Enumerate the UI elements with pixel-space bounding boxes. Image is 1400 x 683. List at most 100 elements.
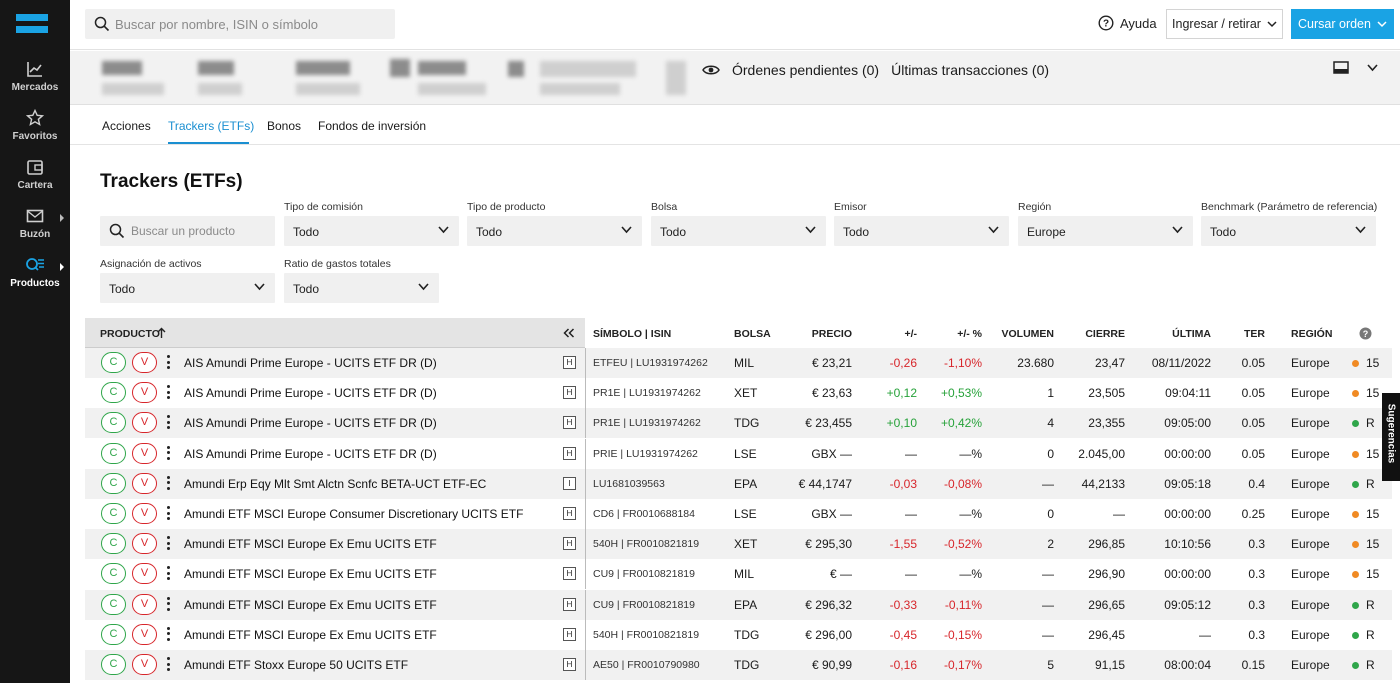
buy-button[interactable]: C — [101, 472, 126, 494]
product-name[interactable]: Amundi ETF MSCI Europe Ex Emu UCITS ETF — [184, 537, 437, 552]
column-header-price[interactable]: PRECIO — [811, 328, 852, 340]
column-header-region[interactable]: REGIÓN — [1291, 328, 1333, 340]
product-column-header[interactable]: PRODUCTO — [85, 318, 585, 348]
more-options-icon[interactable] — [167, 566, 171, 582]
layout-icon[interactable] — [1333, 61, 1349, 75]
table-row[interactable]: C V Amundi ETF MSCI Europe Ex Emu UCITS ET… — [85, 529, 1392, 560]
exchange-select[interactable]: Todo — [651, 216, 826, 246]
pending-orders-link[interactable]: Órdenes pendientes (0) — [732, 62, 880, 78]
global-search-input[interactable] — [115, 9, 385, 39]
product-name[interactable]: AIS Amundi Prime Europe - UCITS ETF DR (… — [184, 446, 437, 461]
column-header-volume[interactable]: VOLUMEN — [1001, 328, 1055, 340]
table-row[interactable]: C V Amundi ETF MSCI Europe Ex Emu UCITS ET… — [85, 559, 1392, 590]
product-name[interactable]: Amundi ETF MSCI Europe Consumer Discreti… — [184, 507, 524, 521]
table-row[interactable]: C V AIS Amundi Prime Europe - UCITS ETF DR… — [85, 438, 1392, 469]
product-name[interactable]: AIS Amundi Prime Europe - UCITS ETF DR (… — [184, 356, 437, 370]
table-row[interactable]: C V AIS Amundi Prime Europe - UCITS ETF DR… — [85, 348, 1392, 378]
buy-button[interactable]: C — [101, 442, 126, 464]
product-name[interactable]: Amundi ETF MSCI Europe Ex Emu UCITS ETF — [184, 567, 437, 582]
column-header-close[interactable]: CIERRE — [1085, 328, 1125, 340]
sidebar-item-cartera[interactable]: Cartera — [0, 157, 70, 201]
global-search[interactable] — [85, 9, 395, 39]
product-search[interactable] — [100, 216, 275, 246]
region-select[interactable]: Europe — [1018, 216, 1193, 246]
brand-logo[interactable] — [16, 14, 48, 34]
more-options-icon[interactable] — [167, 657, 171, 673]
last-transactions-link[interactable]: Últimas transacciones (0) — [891, 62, 1050, 78]
sidebar-item-favoritos[interactable]: Favoritos — [0, 108, 70, 152]
sell-button[interactable]: V — [132, 593, 157, 615]
collapse-columns-icon[interactable] — [563, 328, 575, 338]
buy-button[interactable]: C — [101, 503, 126, 524]
asset-allocation-select[interactable]: Todo — [100, 273, 275, 303]
buy-button[interactable]: C — [101, 654, 126, 675]
column-header-exchange[interactable]: BOLSA — [734, 328, 771, 340]
more-options-icon[interactable] — [167, 506, 171, 522]
buy-button[interactable]: C — [101, 352, 126, 373]
buy-button[interactable]: C — [101, 382, 126, 404]
sort-ascending-icon[interactable] — [157, 327, 166, 339]
buy-button[interactable]: C — [101, 563, 126, 585]
sell-button[interactable]: V — [132, 442, 157, 464]
table-row[interactable]: C V Amundi ETF MSCI Europe Ex Emu UCITS ET… — [85, 619, 1392, 650]
more-options-icon[interactable] — [167, 536, 171, 552]
tab-trackers-etfs[interactable]: Trackers (ETFs) — [168, 119, 255, 133]
more-options-icon[interactable] — [167, 355, 171, 371]
place-order-button[interactable]: Cursar orden — [1291, 9, 1394, 39]
tab-acciones[interactable]: Acciones — [102, 119, 151, 133]
sell-button[interactable]: V — [132, 472, 157, 494]
issuer-select[interactable]: Todo — [834, 216, 1009, 246]
column-header-last[interactable]: ÚLTIMA — [1172, 328, 1211, 340]
ter-ratio-select[interactable]: Todo — [284, 273, 439, 303]
table-row[interactable]: C V Amundi Erp Eqy Mlt Smt Alctn Scnfc BET… — [85, 468, 1392, 499]
more-options-icon[interactable] — [167, 596, 171, 613]
help-icon[interactable]: ? — [1359, 327, 1372, 340]
eye-icon[interactable] — [702, 64, 720, 76]
tab-fondos[interactable]: Fondos de inversión — [318, 119, 427, 133]
more-options-icon[interactable] — [167, 385, 171, 401]
column-header-symbol[interactable]: SÍMBOLO | ISIN — [593, 328, 672, 340]
sell-button[interactable]: V — [132, 503, 157, 524]
more-options-icon[interactable] — [167, 415, 171, 431]
product-name[interactable]: Amundi ETF MSCI Europe Ex Emu UCITS ETF — [184, 597, 437, 612]
sell-button[interactable]: V — [132, 563, 157, 585]
sell-button[interactable]: V — [132, 382, 157, 404]
table-row[interactable]: C V Amundi ETF Stoxx Europe 50 UCITS ETF H A… — [85, 650, 1392, 680]
sell-button[interactable]: V — [132, 654, 157, 675]
buy-button[interactable]: C — [101, 533, 126, 555]
help-link[interactable]: ? Ayuda — [1098, 15, 1157, 31]
table-row[interactable]: C V Amundi ETF MSCI Europe Consumer Discre… — [85, 499, 1392, 529]
column-header-ter[interactable]: TER — [1244, 328, 1265, 340]
more-options-icon[interactable] — [167, 445, 171, 462]
column-header-change-pct[interactable]: +/- % — [957, 328, 982, 340]
column-header-product[interactable]: PRODUCTO — [100, 328, 160, 340]
commission-select[interactable]: Todo — [284, 216, 459, 246]
table-row[interactable]: C V AIS Amundi Prime Europe - UCITS ETF DR… — [85, 408, 1392, 439]
buy-button[interactable]: C — [101, 593, 126, 615]
sell-button[interactable]: V — [132, 533, 157, 555]
chevron-down-icon[interactable] — [1367, 64, 1378, 72]
sidebar-item-productos[interactable]: Productos — [0, 255, 70, 299]
buy-button[interactable]: C — [101, 623, 126, 645]
column-header-change[interactable]: +/- — [904, 328, 917, 340]
suggestions-tab[interactable]: Sugerencias — [1382, 393, 1400, 481]
more-options-icon[interactable] — [167, 626, 171, 643]
deposit-withdraw-button[interactable]: Ingresar / retirar — [1166, 9, 1283, 39]
sidebar-item-buzon[interactable]: Buzón — [0, 206, 70, 250]
table-row[interactable]: C V AIS Amundi Prime Europe - UCITS ETF DR… — [85, 378, 1392, 409]
product-type-select[interactable]: Todo — [467, 216, 642, 246]
more-options-icon[interactable] — [167, 475, 171, 492]
sell-button[interactable]: V — [132, 412, 157, 434]
sell-button[interactable]: V — [132, 352, 157, 373]
product-name[interactable]: AIS Amundi Prime Europe - UCITS ETF DR (… — [184, 386, 437, 401]
tab-bonos[interactable]: Bonos — [267, 119, 302, 133]
product-name[interactable]: Amundi ETF Stoxx Europe 50 UCITS ETF — [184, 658, 409, 672]
benchmark-select[interactable]: Todo — [1201, 216, 1376, 246]
buy-button[interactable]: C — [101, 412, 126, 434]
sidebar-item-mercados[interactable]: Mercados — [0, 59, 70, 103]
product-search-input[interactable] — [131, 216, 271, 246]
product-name[interactable]: Amundi Erp Eqy Mlt Smt Alctn Scnfc BETA-… — [184, 476, 487, 491]
product-name[interactable]: AIS Amundi Prime Europe - UCITS ETF DR (… — [184, 416, 437, 431]
sell-button[interactable]: V — [132, 623, 157, 645]
product-name[interactable]: Amundi ETF MSCI Europe Ex Emu UCITS ETF — [184, 627, 437, 642]
